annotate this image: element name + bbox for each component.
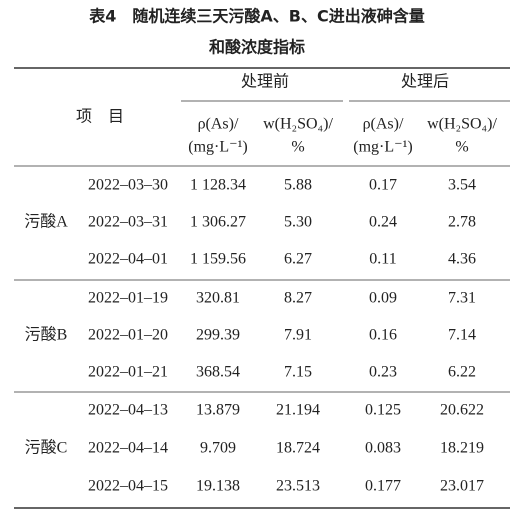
table-cell: 7.31 [448,290,476,307]
group-label: 污酸A [24,213,68,231]
table-cell: 2022–04–14 [88,440,168,457]
table-cell: 0.23 [369,364,397,381]
table-cell: 0.09 [369,290,397,307]
table-cell: 2022–04–15 [88,478,168,495]
table-cell: 21.194 [276,402,320,419]
table-cell: 23.513 [276,478,320,495]
table-cell: 2022–03–30 [88,177,168,194]
table-cell: 20.622 [440,402,484,419]
header-cell: w(H₂SO₄)/ [263,116,333,133]
table-cell: 2.78 [448,214,476,231]
table-cell: 2022–01–20 [88,327,168,344]
table-cell: 2022–03–31 [88,214,168,231]
header-cell: % [291,139,304,156]
table-cell: 5.88 [284,177,312,194]
header-cell: 项 目 [76,109,124,126]
table-cell: 18.219 [440,440,484,457]
table-cell: 0.125 [365,402,401,419]
table-cell: 1 128.34 [190,177,246,194]
table-cell: 299.39 [196,327,240,344]
table-cell: 0.177 [365,478,401,495]
table-title: 表4 随机连续三天污酸A、B、C进出液砷含量 [88,7,424,26]
header-group: 处理前 [241,73,289,91]
table-cell: 2022–04–13 [88,402,168,419]
table-cell: 368.54 [196,364,240,381]
table-cell: 1 159.56 [190,251,246,268]
table-cell: 19.138 [196,478,240,495]
table-cell: 1 306.27 [190,214,246,231]
table-cell: 6.27 [284,251,312,268]
table-cell: 8.27 [284,290,312,307]
table-cell: 9.709 [200,440,236,457]
group-label: 污酸C [25,439,68,457]
header-cell: w(H₂SO₄)/ [427,116,497,133]
table-title: 和酸浓度指标 [209,38,305,57]
header-group: 处理后 [401,73,449,91]
table-cell: 7.15 [284,364,312,381]
table-cell: 6.22 [448,364,476,381]
table-cell: 2022–01–21 [88,364,168,381]
table-cell: 5.30 [284,214,312,231]
group-label: 污酸B [25,326,68,344]
table-cell: 3.54 [448,177,476,194]
table-cell: 4.36 [448,251,476,268]
table-cell: 0.11 [369,251,396,268]
table-cell: 2022–04–01 [88,251,168,268]
table-cell: 13.879 [196,402,240,419]
table-cell: 7.14 [448,327,476,344]
table-cell: 2022–01–19 [88,290,168,307]
table-cell: 0.16 [369,327,397,344]
table-cell: 320.81 [196,290,240,307]
table-cell: 18.724 [276,440,320,457]
table-cell: 0.17 [369,177,397,194]
table-cell: 0.24 [369,214,397,231]
header-cell: (mg·L⁻¹) [188,139,247,156]
header-cell: ρ(As)/ [363,116,404,133]
header-cell: % [455,139,468,156]
header-cell: ρ(As)/ [198,116,239,133]
table-cell: 23.017 [440,478,484,495]
table-cell: 0.083 [365,440,401,457]
table-cell: 7.91 [284,327,312,344]
header-cell: (mg·L⁻¹) [353,139,412,156]
